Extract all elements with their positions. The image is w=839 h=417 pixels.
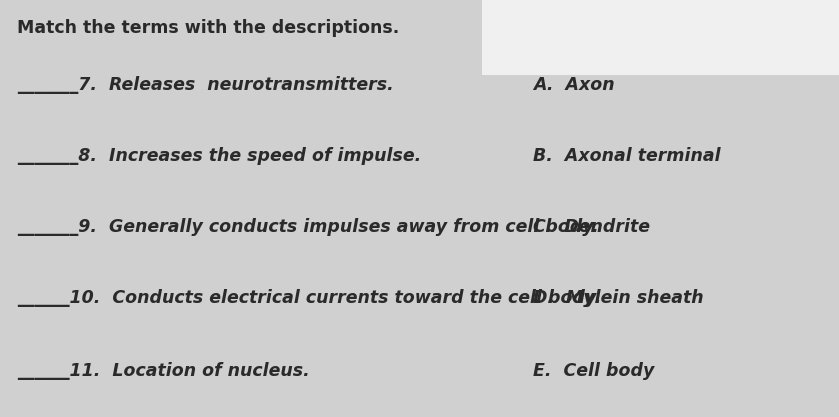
Text: _______8.  Increases the speed of impulse.: _______8. Increases the speed of impulse… [17,147,421,166]
Text: A.  Axon: A. Axon [533,76,614,95]
Text: D.  Mylein sheath: D. Mylein sheath [533,289,703,307]
Text: _______9.  Generally conducts impulses away from cell body.: _______9. Generally conducts impulses aw… [17,218,598,236]
Text: E.  Cell body: E. Cell body [533,362,654,380]
Text: ______10.  Conducts electrical currents toward the cell body.: ______10. Conducts electrical currents t… [17,289,602,307]
Text: C.  Dendrite: C. Dendrite [533,218,649,236]
Text: _______7.  Releases  neurotransmitters.: _______7. Releases neurotransmitters. [17,76,393,95]
Text: B.  Axonal terminal: B. Axonal terminal [533,147,721,166]
Text: ______11.  Location of nucleus.: ______11. Location of nucleus. [17,362,310,380]
Text: Match the terms with the descriptions.: Match the terms with the descriptions. [17,19,399,37]
FancyBboxPatch shape [482,0,839,75]
